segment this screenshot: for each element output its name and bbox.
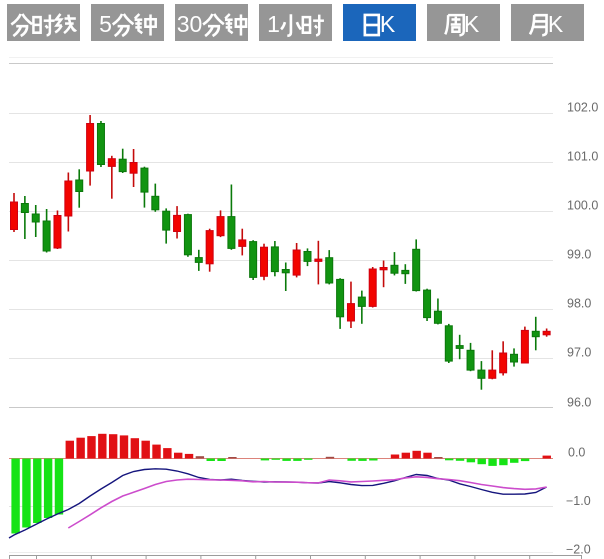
svg-text:96.0: 96.0	[567, 395, 591, 409]
svg-text:102.0: 102.0	[567, 100, 598, 114]
svg-text:99.0: 99.0	[567, 247, 591, 261]
svg-text:30: 30	[177, 11, 203, 37]
svg-text:K: K	[548, 11, 564, 37]
svg-text:97.0: 97.0	[567, 345, 591, 359]
svg-text:1: 1	[267, 11, 280, 37]
svg-text:98.0: 98.0	[567, 296, 591, 310]
svg-text:K: K	[464, 11, 480, 37]
svg-text:−1.0: −1.0	[566, 494, 591, 508]
svg-text:0.0: 0.0	[568, 446, 585, 460]
svg-text:−2.0: −2.0	[566, 543, 591, 557]
svg-text:101.0: 101.0	[567, 149, 598, 163]
svg-text:5: 5	[99, 11, 112, 37]
svg-text:K: K	[380, 11, 396, 37]
svg-text:100.0: 100.0	[567, 198, 598, 212]
